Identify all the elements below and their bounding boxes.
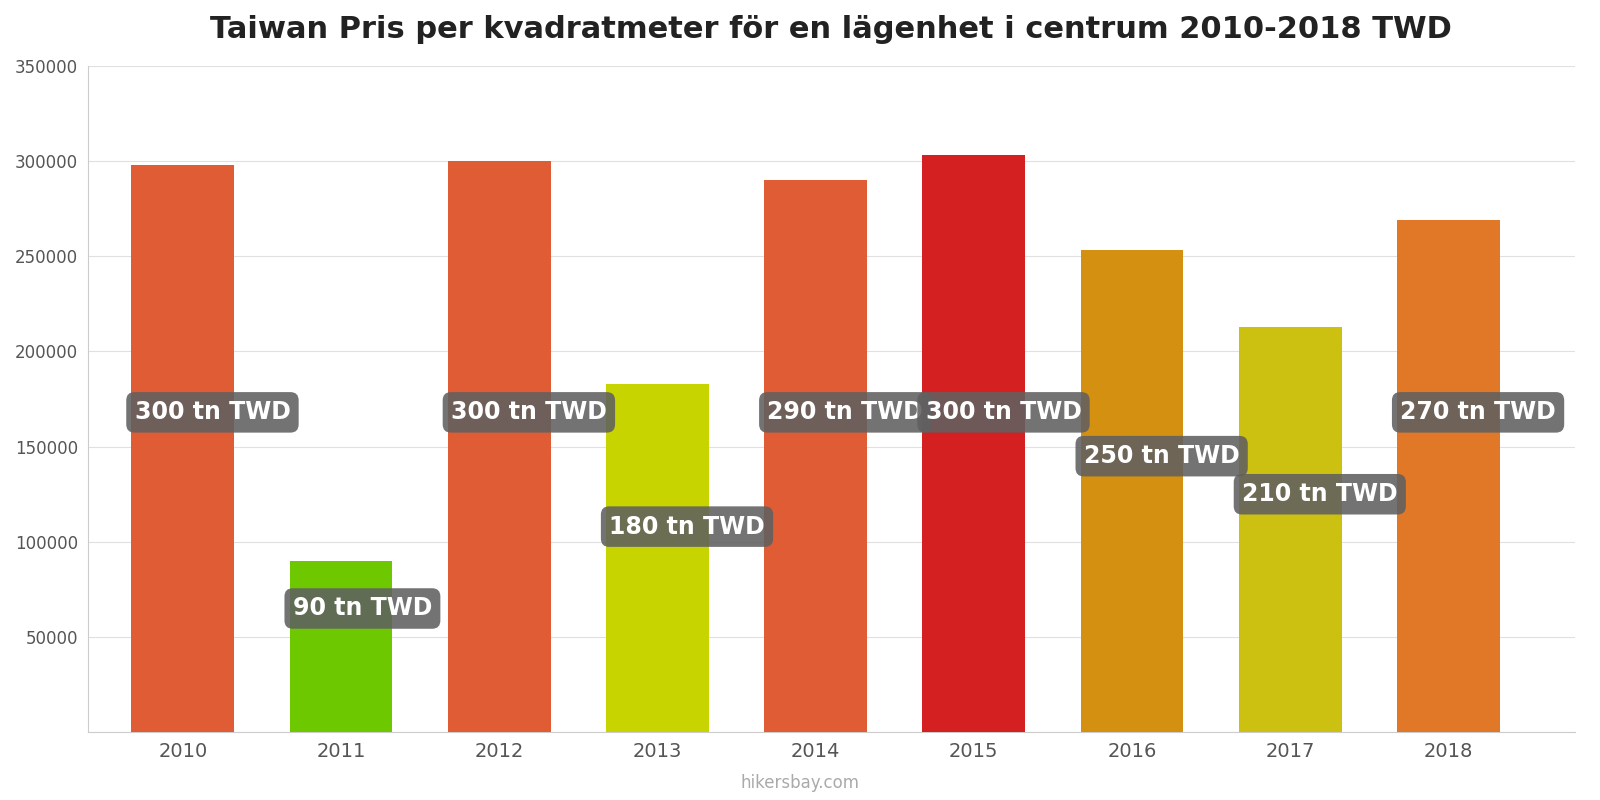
Text: hikersbay.com: hikersbay.com — [741, 774, 859, 792]
Bar — [1397, 220, 1499, 732]
Bar — [606, 384, 709, 732]
Bar — [923, 155, 1026, 732]
Title: Taiwan Pris per kvadratmeter för en lägenhet i centrum 2010-2018 TWD: Taiwan Pris per kvadratmeter för en läge… — [211, 15, 1453, 44]
Bar — [1080, 250, 1184, 732]
Bar — [448, 161, 550, 732]
Bar — [765, 180, 867, 732]
Text: 180 tn TWD: 180 tn TWD — [610, 514, 765, 538]
Text: 290 tn TWD: 290 tn TWD — [768, 400, 923, 424]
Text: 90 tn TWD: 90 tn TWD — [293, 597, 432, 621]
Text: 250 tn TWD: 250 tn TWD — [1083, 444, 1240, 468]
Text: 300 tn TWD: 300 tn TWD — [134, 400, 290, 424]
Bar — [1238, 326, 1342, 732]
Text: 210 tn TWD: 210 tn TWD — [1242, 482, 1398, 506]
Text: 300 tn TWD: 300 tn TWD — [451, 400, 606, 424]
Text: 270 tn TWD: 270 tn TWD — [1400, 400, 1555, 424]
Text: 300 tn TWD: 300 tn TWD — [925, 400, 1082, 424]
Bar — [131, 165, 234, 732]
Bar — [290, 561, 392, 732]
